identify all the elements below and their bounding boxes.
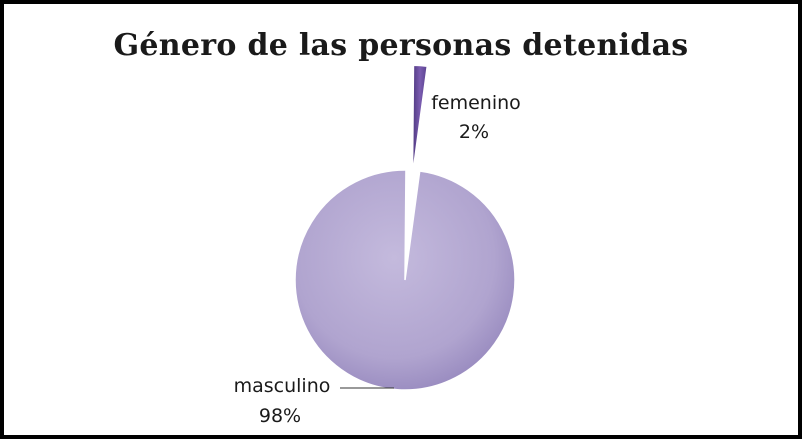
data-label-femenino: femenino <box>431 92 521 114</box>
data-value-masculino: 98% <box>259 405 301 427</box>
data-label-masculino: masculino <box>234 375 331 397</box>
data-value-femenino: 2% <box>459 121 489 143</box>
pie-slice-masculino <box>294 169 516 391</box>
chart-title: Género de las personas detenidas <box>113 28 689 63</box>
pie-slice-femenino <box>411 64 429 176</box>
pie-chart: femenino 2% masculino 98% <box>234 64 521 427</box>
